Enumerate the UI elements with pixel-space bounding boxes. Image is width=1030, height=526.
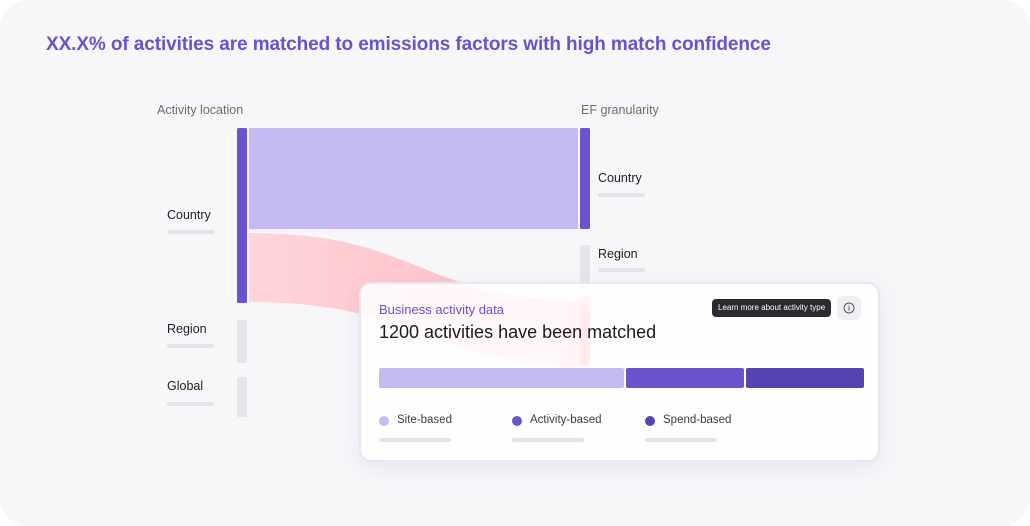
right-node-region[interactable]: [580, 245, 590, 291]
placeholder-line: [167, 402, 214, 406]
activity-data-card: Business activity data 1200 activities h…: [359, 282, 880, 462]
left-node-region[interactable]: [237, 320, 247, 363]
right-node-country[interactable]: [580, 128, 590, 229]
right-node-label-region: Region: [598, 247, 638, 261]
legend-label: Spend-based: [663, 414, 732, 426]
bar-segment-site-based[interactable]: [379, 368, 625, 388]
left-column-label: Activity location: [157, 103, 244, 117]
placeholder-line: [598, 193, 645, 197]
bar-segment-spend-based[interactable]: [746, 368, 864, 388]
info-icon: [843, 302, 855, 314]
legend-dot: [512, 416, 522, 426]
left-node-global[interactable]: [237, 377, 247, 417]
left-node-country[interactable]: [237, 128, 247, 303]
right-node-label-country: Country: [598, 171, 642, 185]
left-node-label-global: Global: [167, 379, 204, 393]
left-node-label-country: Country: [167, 208, 211, 222]
bar-segment-activity-based[interactable]: [626, 368, 745, 388]
legend-label: Site-based: [397, 414, 452, 426]
card-subtitle: Business activity data: [379, 302, 505, 317]
legend-dot: [379, 416, 389, 426]
right-column-label: EF granularity: [581, 103, 659, 117]
left-node-label-region: Region: [167, 322, 207, 336]
placeholder-line: [167, 344, 214, 348]
tooltip: Learn more about activity type: [712, 299, 832, 317]
flow-country-to-country: [249, 128, 578, 229]
info-button[interactable]: [837, 296, 861, 320]
headline: XX.X% of activities are matched to emiss…: [46, 34, 771, 55]
card-title: 1200 activities have been matched: [379, 322, 657, 342]
legend-dot: [645, 416, 655, 426]
placeholder-line: [379, 438, 451, 442]
placeholder-line: [167, 230, 214, 234]
placeholder-line: [512, 438, 584, 442]
placeholder-line: [598, 268, 645, 272]
placeholder-line: [645, 438, 717, 442]
legend-label: Activity-based: [530, 414, 602, 426]
